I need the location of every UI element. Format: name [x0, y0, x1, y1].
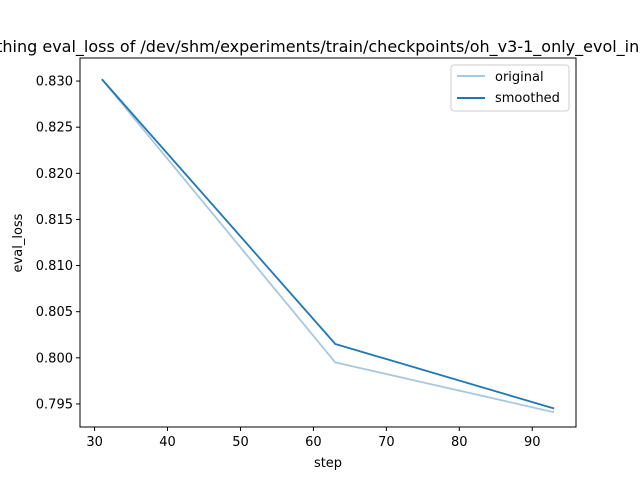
y-tick-label: 0.795	[36, 397, 73, 412]
series-line-original	[101, 78, 555, 414]
legend-label-smoothed: smoothed	[495, 91, 560, 106]
plot-area-frame	[79, 57, 577, 428]
x-axis-label: step	[314, 456, 342, 471]
x-tick-label: 60	[305, 435, 322, 450]
x-tick-label: 80	[451, 435, 468, 450]
y-tick-label: 0.830	[36, 75, 73, 90]
y-tick-label: 0.805	[36, 305, 73, 320]
legend-label-original: original	[495, 70, 544, 85]
chart-title: Training Loss: Smoothing eval_loss of /d…	[0, 37, 640, 57]
y-tick-label: 0.825	[36, 121, 73, 136]
x-tick-label: 50	[232, 435, 249, 450]
legend: original smoothed	[450, 64, 570, 112]
x-tick-label: 90	[524, 435, 541, 450]
x-tick-label: 70	[378, 435, 395, 450]
x-tick-label: 30	[86, 435, 103, 450]
y-tick-label: 0.815	[36, 213, 73, 228]
y-tick-label: 0.800	[36, 351, 73, 366]
y-axis-label: eval_loss	[11, 213, 26, 272]
x-tick-label: 40	[159, 435, 176, 450]
y-tick-label: 0.820	[36, 167, 73, 182]
series-lines	[101, 78, 555, 414]
x-axis-ticks: 30 40 50 60 70 80 90	[86, 427, 541, 450]
y-tick-label: 0.810	[36, 259, 73, 274]
series-line-smoothed	[101, 78, 555, 410]
y-axis-ticks: 0.795 0.800 0.805 0.810 0.815 0.820 0.825 0.830	[36, 75, 80, 412]
